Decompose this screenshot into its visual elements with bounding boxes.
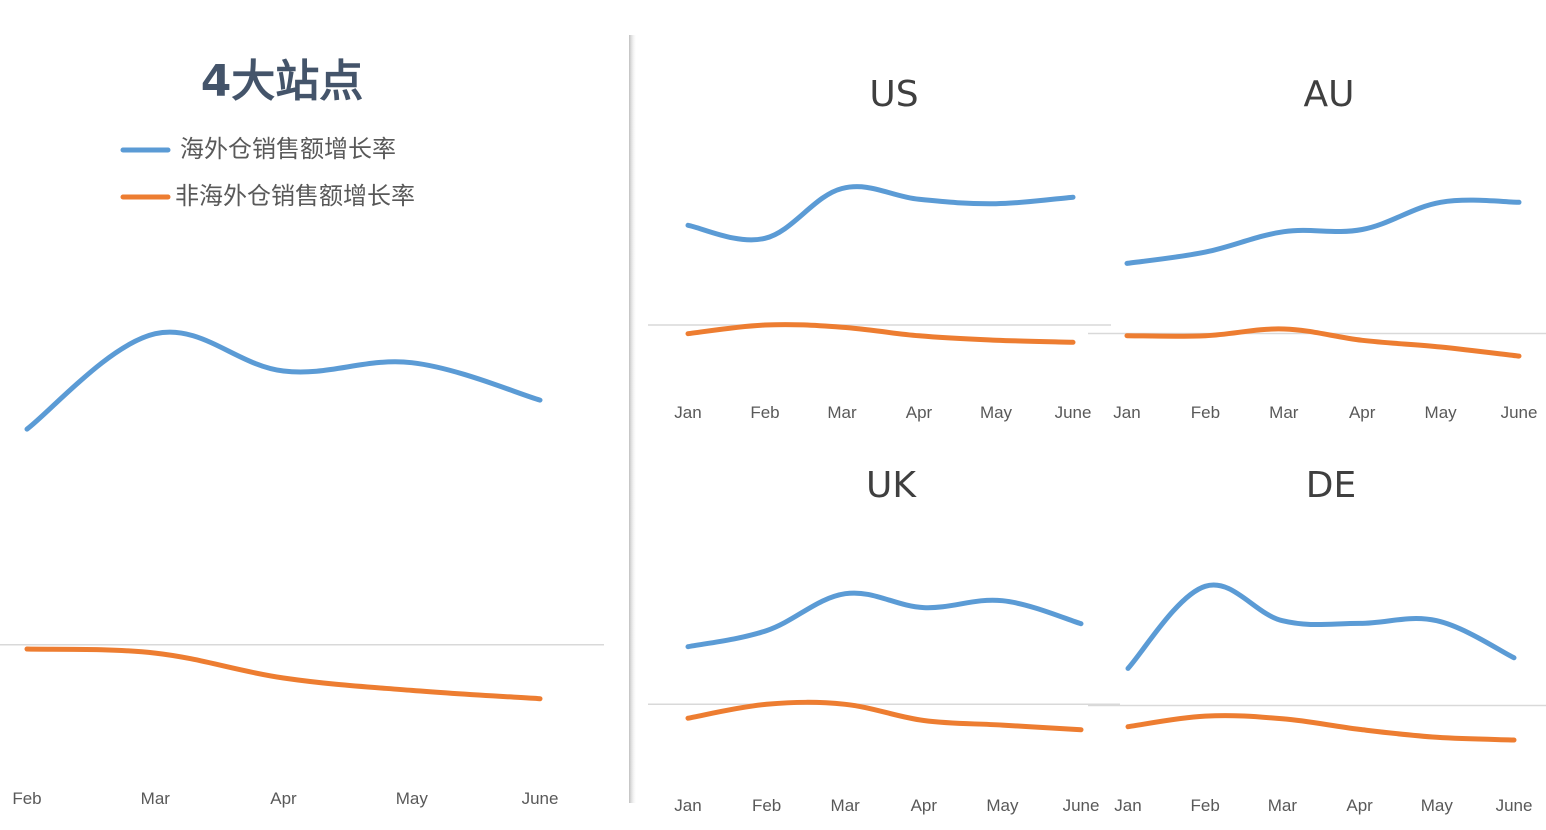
chart-main-x-axis: Feb Mar Apr May June: [12, 789, 558, 808]
chart-uk-x-axis: Jan Feb Mar Apr May June: [674, 796, 1099, 815]
chart-us-x-axis: Jan Feb Mar Apr May June: [674, 403, 1091, 422]
chart-uk-title: UK: [866, 465, 917, 506]
chart-us-series-non-overseas: [685, 322, 1076, 345]
x-tick-label: May: [986, 796, 1019, 815]
chart-main-title: 4大站点: [201, 56, 364, 107]
legend-label-overseas: 海外仓销售额增长率: [180, 135, 396, 163]
x-tick-label: Feb: [750, 403, 779, 422]
chart-uk: UK Jan Feb Mar Apr May June: [648, 465, 1120, 815]
x-tick-label: Jan: [1113, 403, 1140, 422]
x-tick-label: Jan: [674, 403, 701, 422]
chart-main-series-overseas: [24, 329, 543, 432]
chart-de: DE Jan Feb Mar Apr May June: [1088, 465, 1546, 815]
legend-item-non-overseas: 非海外仓销售额增长率: [120, 182, 415, 210]
chart-au: AU Jan Feb Mar Apr May June: [1088, 74, 1546, 422]
x-tick-label: Apr: [1349, 403, 1376, 422]
chart-us: US Jan Feb Mar Apr May June: [648, 74, 1111, 422]
x-tick-label: May: [396, 789, 429, 808]
chart-uk-series-overseas: [685, 590, 1084, 650]
x-tick-label: June: [1501, 403, 1538, 422]
x-tick-label: June: [1063, 796, 1100, 815]
chart-au-title: AU: [1304, 74, 1355, 115]
chart-us-series-overseas: [685, 184, 1076, 243]
x-tick-label: May: [1425, 403, 1458, 422]
x-tick-label: June: [522, 789, 559, 808]
x-tick-label: June: [1496, 796, 1533, 815]
x-tick-label: Feb: [12, 789, 41, 808]
panel-separator: [629, 35, 637, 803]
chart-de-title: DE: [1306, 465, 1356, 506]
legend-label-non-overseas: 非海外仓销售额增长率: [175, 182, 415, 210]
x-tick-label: Mar: [141, 789, 171, 808]
x-tick-label: June: [1055, 403, 1092, 422]
chart-au-x-axis: Jan Feb Mar Apr May June: [1113, 403, 1537, 422]
chart-de-x-axis: Jan Feb Mar Apr May June: [1114, 796, 1532, 815]
legend-item-overseas: 海外仓销售额增长率: [120, 135, 396, 163]
x-tick-label: Feb: [752, 796, 781, 815]
x-tick-label: May: [1421, 796, 1454, 815]
chart-au-series-overseas: [1124, 197, 1522, 266]
x-tick-label: Jan: [1114, 796, 1141, 815]
legend: 海外仓销售额增长率 非海外仓销售额增长率: [120, 135, 415, 210]
x-tick-label: Feb: [1191, 796, 1220, 815]
x-tick-label: Mar: [827, 403, 857, 422]
chart-de-series-overseas: [1125, 582, 1517, 671]
x-tick-label: Apr: [911, 796, 938, 815]
x-tick-label: Jan: [674, 796, 701, 815]
chart-main-series-non-overseas: [24, 646, 543, 702]
chart-main: 4大站点 海外仓销售额增长率 非海外仓销售额增长率 Feb Mar Apr May Ju…: [0, 56, 604, 808]
x-tick-label: Mar: [1269, 403, 1299, 422]
x-tick-label: Apr: [270, 789, 297, 808]
x-tick-label: Feb: [1191, 403, 1220, 422]
x-tick-label: Mar: [831, 796, 861, 815]
x-tick-label: Mar: [1268, 796, 1298, 815]
chart-au-series-non-overseas: [1124, 326, 1522, 359]
chart-de-series-non-overseas: [1125, 713, 1517, 743]
x-tick-label: Apr: [906, 403, 933, 422]
x-tick-label: Apr: [1346, 796, 1373, 815]
chart-uk-series-non-overseas: [685, 699, 1084, 733]
x-tick-label: May: [980, 403, 1013, 422]
chart-us-title: US: [869, 74, 918, 115]
